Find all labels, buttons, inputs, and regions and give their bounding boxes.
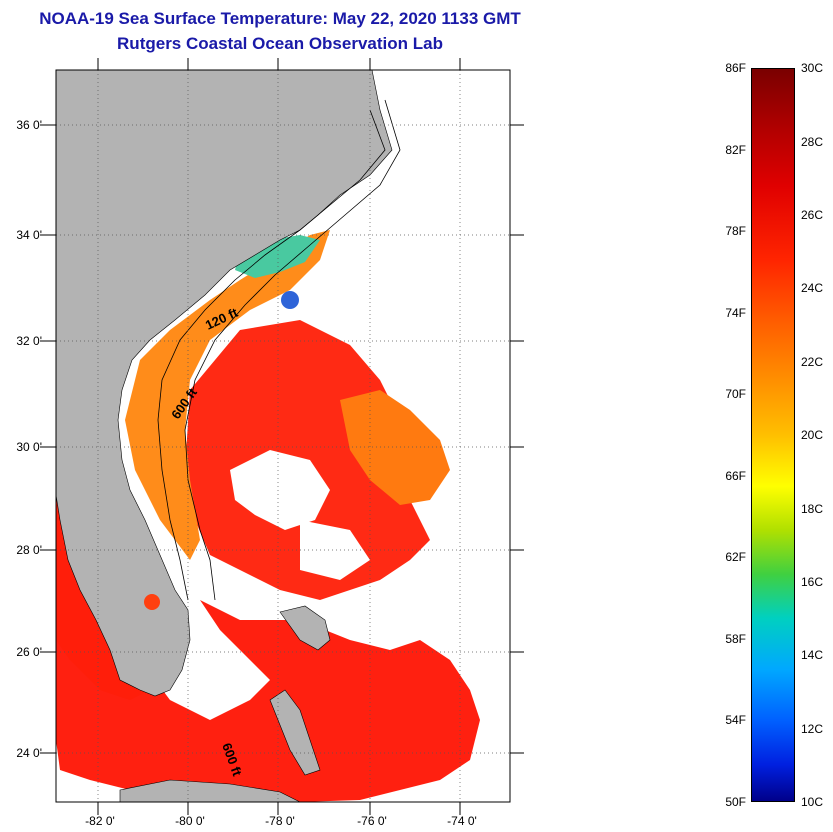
temperature-colorbar	[751, 68, 795, 802]
colorbar-f-78: 78F	[725, 224, 746, 238]
colorbar-f-74: 74F	[725, 306, 746, 320]
colorbar-f-62: 62F	[725, 550, 746, 564]
colorbar-c-24: 24C	[801, 281, 824, 295]
colorbar-f-70: 70F	[725, 387, 746, 401]
lon-label-82: -82 0'	[85, 814, 115, 828]
lat-label-24: 24 0'	[16, 746, 42, 760]
lon-label-74: -74 0'	[447, 814, 477, 828]
sst-shelf-water	[125, 230, 330, 560]
colorbar-c-14: 14C	[801, 648, 824, 662]
lake-okeechobee	[144, 594, 160, 610]
map-frame	[55, 69, 511, 803]
lat-label-28: 28 0'	[16, 543, 42, 557]
lat-label-26: 26 0'	[16, 645, 42, 659]
lon-label-76: -76 0'	[357, 814, 387, 828]
lat-label-36: 36 0'	[16, 118, 42, 132]
axis-ticks	[40, 58, 524, 815]
colorbar-f-50: 50F	[725, 795, 746, 809]
colorbar-f-82: 82F	[725, 143, 746, 157]
contour-120ft	[157, 109, 386, 601]
colorbar-c-26: 26C	[801, 208, 824, 222]
sst-gulf-mexico	[56, 490, 150, 700]
colorbar-f-58: 58F	[725, 632, 746, 646]
cloud-cover	[230, 290, 510, 580]
colorbar-c-30: 30C	[801, 61, 824, 75]
colorbar-c-16: 16C	[801, 575, 824, 589]
colorbar-c-12: 12C	[801, 722, 824, 736]
contour-600ft	[184, 99, 401, 601]
colorbar-c-28: 28C	[801, 135, 824, 149]
colorbar-f-54: 54F	[725, 713, 746, 727]
sst-cold-eddy	[281, 291, 299, 309]
lon-label-80: -80 0'	[175, 814, 205, 828]
land-bahamas	[269, 605, 331, 776]
sst-offshore-orange	[340, 390, 450, 505]
lon-label-78: -78 0'	[265, 814, 295, 828]
map-subtitle: Rutgers Coastal Ocean Observation Lab	[117, 34, 443, 53]
colorbar-f-66: 66F	[725, 469, 746, 483]
map-title: NOAA-19 Sea Surface Temperature: May 22,…	[39, 9, 521, 28]
colorbar-c-18: 18C	[801, 502, 824, 516]
colorbar-c-20: 20C	[801, 428, 824, 442]
lat-label-30: 30 0'	[16, 440, 42, 454]
lat-label-32: 32 0'	[16, 334, 42, 348]
colorbar-f-86: 86F	[725, 61, 746, 75]
sst-south-waters	[56, 600, 480, 802]
lat-label-34: 34 0'	[16, 228, 42, 242]
colorbar-c-22: 22C	[801, 355, 824, 369]
colorbar-c-10: 10C	[801, 795, 824, 809]
